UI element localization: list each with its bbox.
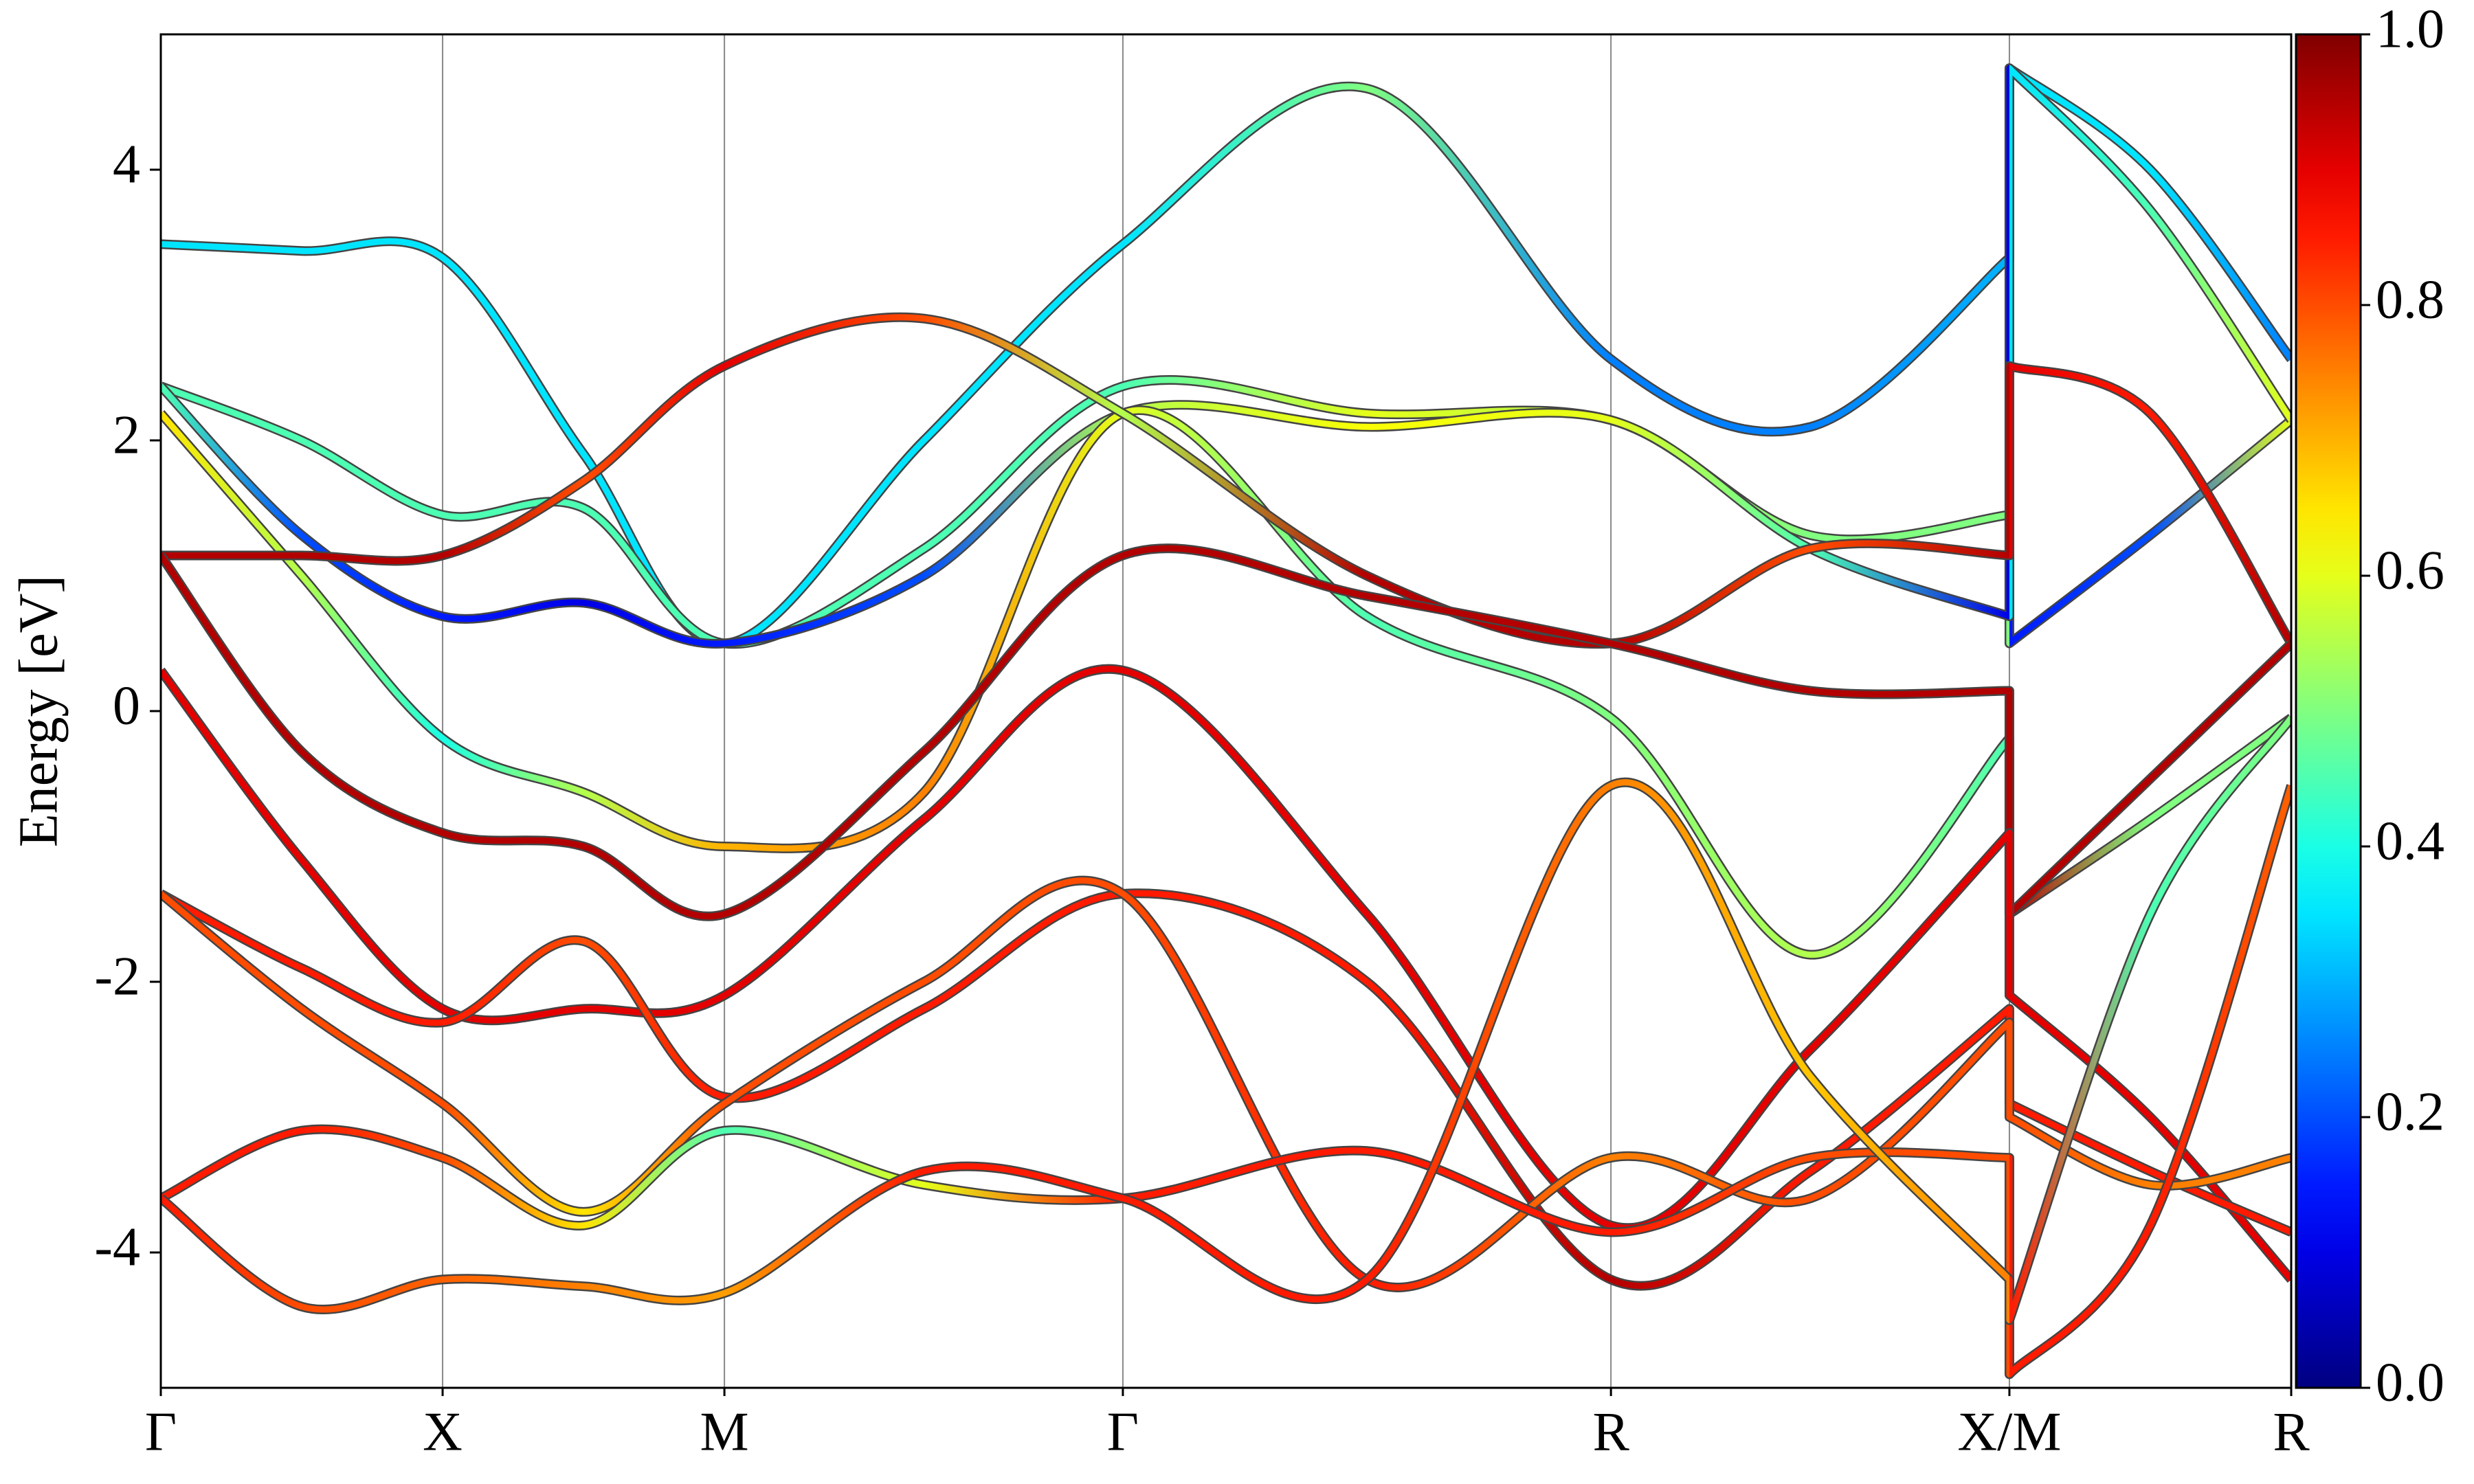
band [161,890,2291,1290]
y-tick-label: 0 [113,675,140,736]
band [161,716,2291,1323]
x-tick-label: Γ [145,1402,177,1462]
band [161,314,2291,647]
bands [161,63,2291,1380]
colorbar-tick-label: 0.6 [2376,540,2444,600]
band-outline [161,875,2291,1292]
colorbar-tick-label: 0.0 [2376,1352,2444,1413]
band [161,65,2291,647]
band [161,65,2291,647]
y-tick-label: 2 [113,405,140,465]
x-tick-label: R [1592,1402,1629,1462]
colorbar-tick-label: 0.4 [2376,811,2444,871]
band [161,877,2291,1291]
y-tick-label: 4 [113,134,140,194]
y-tick-label: -4 [94,1217,140,1277]
x-tick-label: R [2273,1402,2310,1462]
y-axis-label: Energy [eV] [8,575,69,847]
y-tick-label: -2 [94,946,140,1007]
band-outline [161,312,2291,649]
band [161,666,2291,1282]
band-outline [161,888,2291,1291]
x-tick-label: M [700,1402,749,1462]
colorbar [2295,33,2362,1389]
x-tick-label: X/M [1957,1402,2061,1462]
colorbar-tick-label: 0.8 [2376,269,2444,330]
colorbar-tick-label: 0.2 [2376,1081,2444,1142]
x-tick-label: Γ [1107,1402,1139,1462]
colorbar-tick-label: 1.0 [2376,0,2444,59]
band [161,545,2291,920]
x-tick-label: X [423,1402,463,1462]
band [161,784,2291,1378]
band [161,407,2291,958]
plot-frame [159,33,2293,1389]
